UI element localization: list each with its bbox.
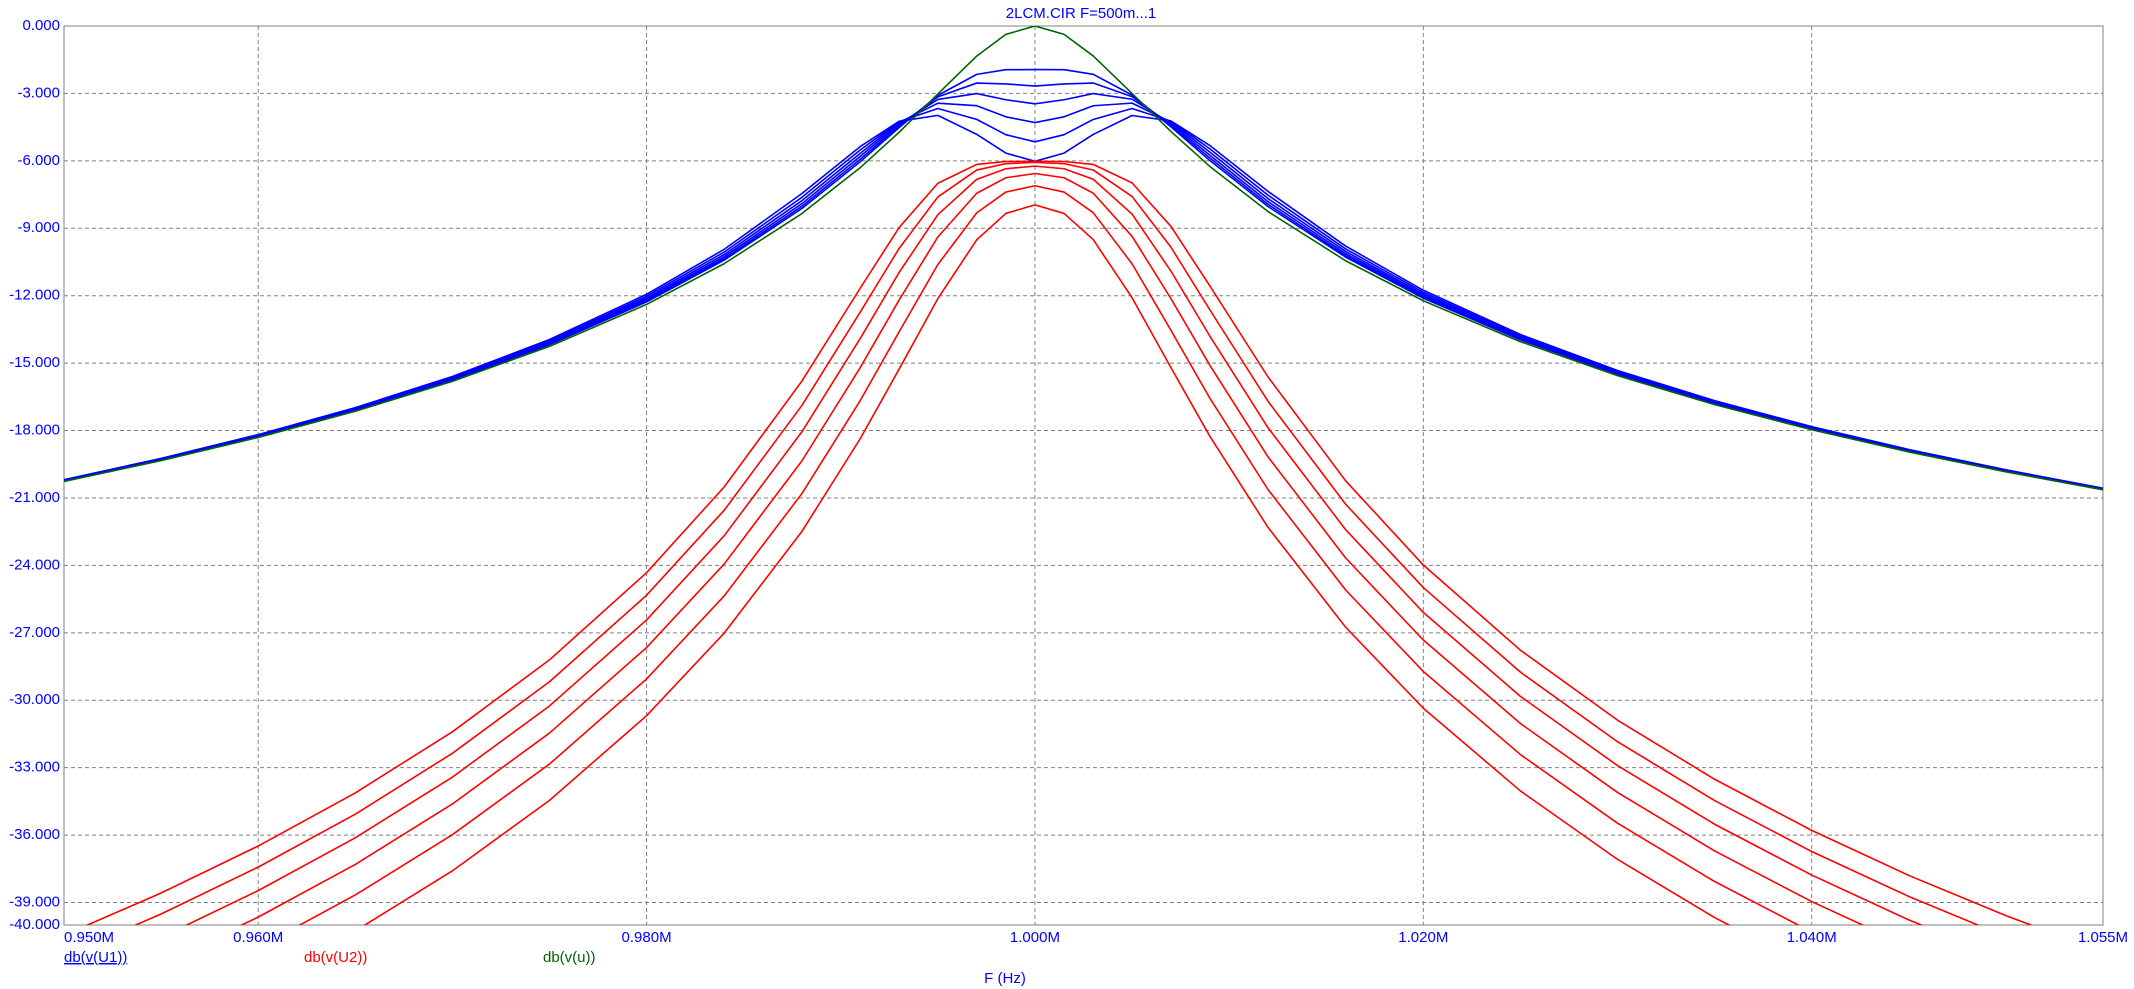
curve: [133, 161, 1980, 925]
legend-entry: db(v(U1)): [64, 949, 127, 966]
x-tick-label: 1.040M: [1787, 929, 1837, 946]
curve: [64, 102, 2103, 490]
curve: [363, 204, 1731, 925]
curve: [239, 172, 1865, 925]
legend-entry: db(v(u)): [543, 949, 596, 966]
y-tick-label: -12.000: [9, 287, 60, 304]
y-tick-label: -18.000: [9, 422, 60, 439]
y-tick-label: -6.000: [17, 152, 60, 169]
x-tick-label: 0.950M: [64, 929, 114, 946]
y-tick-label: -36.000: [9, 826, 60, 843]
y-tick-label: -9.000: [17, 219, 60, 236]
x-axis-label: F (Hz): [984, 970, 1026, 987]
chart-title: 2LCM.CIR F=500m...1: [1006, 5, 1156, 22]
plot-area: [64, 26, 2103, 925]
y-tick-label: -24.000: [9, 556, 60, 573]
x-tick-label: 1.055M: [2078, 929, 2128, 946]
curve: [64, 26, 2103, 491]
y-tick-label: -15.000: [9, 354, 60, 371]
legend-entry: db(v(U2)): [304, 949, 367, 966]
curve: [184, 165, 1924, 925]
y-tick-label: -27.000: [9, 624, 60, 641]
y-tick-label: -3.000: [17, 84, 60, 101]
y-tick-label: -30.000: [9, 691, 60, 708]
curve: [298, 184, 1800, 925]
plot-frame: [63, 25, 2104, 926]
y-tick-label: -33.000: [9, 759, 60, 776]
curve: [64, 107, 2103, 490]
y-tick-label: -21.000: [9, 489, 60, 506]
x-tick-label: 0.980M: [622, 929, 672, 946]
curve: [85, 160, 2034, 925]
y-tick-label: 0.000: [22, 17, 60, 34]
y-tick-label: -39.000: [9, 893, 60, 910]
curve: [64, 114, 2103, 489]
y-tick-label: -40.000: [9, 916, 60, 933]
x-tick-label: 1.020M: [1398, 929, 1448, 946]
x-tick-label: 1.000M: [1010, 929, 1060, 946]
x-tick-label: 0.960M: [233, 929, 283, 946]
